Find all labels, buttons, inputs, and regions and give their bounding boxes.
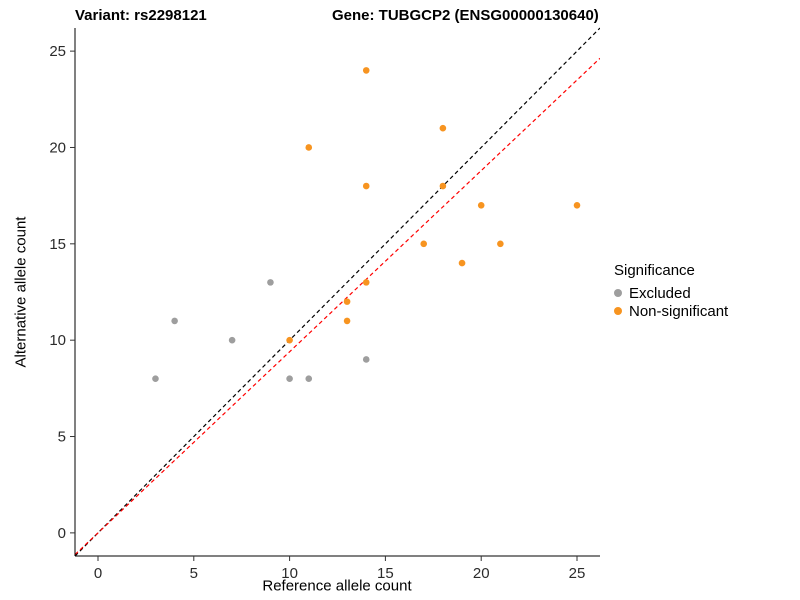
plot-title-gene: Gene: TUBGCP2 (ENSG00000130640) xyxy=(332,7,599,24)
data-point-excluded xyxy=(362,356,370,363)
y-tick-label: 0 xyxy=(58,525,66,542)
data-point-non-significant xyxy=(305,144,313,151)
data-point-non-significant xyxy=(458,259,466,267)
data-point-non-significant xyxy=(343,317,351,325)
plot-title-variant: Variant: rs2298121 xyxy=(75,7,207,24)
data-point-excluded xyxy=(171,317,178,325)
data-point-non-significant xyxy=(286,336,293,344)
data-point-non-significant xyxy=(439,182,447,190)
x-tick-label: 20 xyxy=(473,565,490,582)
reference-line-expected-ratio xyxy=(75,57,600,556)
data-point-non-significant xyxy=(439,124,447,132)
data-point-excluded xyxy=(305,375,313,383)
non-significant-swatch-icon xyxy=(614,307,622,315)
legend-title: Significance xyxy=(614,262,695,279)
excluded-swatch-icon xyxy=(614,289,622,297)
legend: Significance Excluded Non-significant xyxy=(614,262,728,320)
data-point-excluded xyxy=(228,336,236,344)
data-point-non-significant xyxy=(362,279,370,286)
data-point-excluded xyxy=(267,279,274,286)
data-point-non-significant xyxy=(343,298,351,305)
legend-item-non-significant: Non-significant xyxy=(614,302,728,320)
x-tick-label: 25 xyxy=(569,565,586,582)
y-tick-label: 25 xyxy=(49,43,66,60)
data-point-non-significant xyxy=(362,67,370,74)
y-axis-title: Alternative allele count xyxy=(12,216,30,368)
x-tick-label: 10 xyxy=(281,565,298,582)
data-point-non-significant xyxy=(573,201,581,209)
y-tick-label: 5 xyxy=(58,429,66,446)
reference-line-identity xyxy=(75,27,600,556)
data-point-non-significant xyxy=(362,182,370,190)
legend-item-excluded: Excluded xyxy=(614,284,728,302)
x-tick-label: 0 xyxy=(94,565,102,582)
data-point-excluded xyxy=(286,375,293,383)
data-point-excluded xyxy=(152,375,159,383)
x-tick-label: 15 xyxy=(377,565,394,582)
legend-label-excluded: Excluded xyxy=(629,284,691,302)
x-tick-label: 5 xyxy=(190,565,198,582)
data-point-non-significant xyxy=(497,240,504,248)
y-tick-label: 20 xyxy=(49,139,66,156)
legend-label-non-significant: Non-significant xyxy=(629,302,729,320)
y-tick-label: 10 xyxy=(49,332,66,349)
data-point-non-significant xyxy=(420,240,428,248)
y-tick-label: 15 xyxy=(49,236,66,253)
data-point-non-significant xyxy=(477,201,485,209)
x-axis-title: Reference allele count xyxy=(262,577,412,595)
